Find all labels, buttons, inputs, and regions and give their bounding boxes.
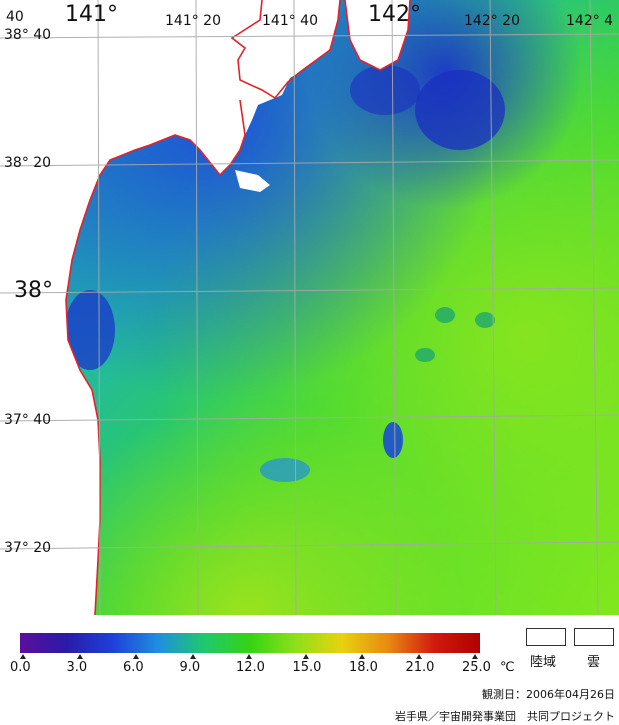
colorbar-tick-mark: [76, 654, 83, 659]
colorbar-tick-label: 12.0: [236, 660, 265, 675]
lon-label-141-40: 141° 40: [262, 13, 318, 29]
coastline: [65, 0, 411, 615]
land-legend-label: 陸域: [530, 655, 557, 670]
colorbar-tick-label: 6.0: [123, 660, 144, 675]
lon-label-142-40: 142° 4: [566, 13, 614, 29]
colorbar-tick-mark: [246, 654, 252, 659]
lon-label-142: 142°: [368, 2, 421, 27]
lat-label-37-40: 37° 40: [4, 412, 52, 428]
colorbar-tick-mark: [133, 654, 139, 659]
lat-label-37-20: 37° 20: [4, 540, 52, 556]
cloud-legend-label: 雲: [587, 655, 601, 670]
colorbar-tick-label: 18.0: [349, 660, 378, 675]
colorbar-tick-label: 15.0: [292, 660, 322, 675]
land-area: [0, 0, 340, 615]
colorbar-tick-label: 0.0: [10, 660, 31, 675]
colorbar-tick-label: 3.0: [66, 660, 88, 675]
colorbar-tick-mark: [20, 654, 26, 659]
temperature-colorbar: [20, 633, 480, 653]
colorbar-tick-label: 9.0: [179, 660, 201, 675]
graticule: [0, 0, 619, 615]
land-legend-swatch: [526, 628, 566, 646]
observation-date: 観測日：2006年04月26日: [482, 688, 615, 701]
colorbar-tick-mark: [415, 654, 422, 659]
sea-surface-temperature-map: [0, 0, 619, 615]
lat-label-38-40: 38° 40: [4, 27, 52, 43]
cloud-legend-swatch: [574, 628, 614, 646]
colorbar-tick-mark: [359, 654, 365, 659]
corner-label: 40: [6, 9, 24, 25]
colorbar-tick-mark: [302, 654, 309, 659]
colorbar-tick-mark: [189, 654, 196, 659]
colorbar-tick-label: 21.0: [405, 660, 435, 675]
lat-label-38-20: 38° 20: [4, 155, 52, 171]
lat-label-38: 38°: [14, 278, 53, 303]
colorbar-tick-mark: [472, 654, 478, 659]
colorbar-unit: ℃: [500, 660, 515, 675]
lon-label-142-20: 142° 20: [464, 13, 520, 29]
lon-label-141: 141°: [65, 2, 118, 27]
colorbar-tick-label: 25.0: [462, 660, 491, 675]
lon-label-141-20: 141° 20: [165, 13, 221, 29]
credit-text: 岩手県／宇宙開発事業団 共同プロジェクト: [395, 710, 615, 723]
